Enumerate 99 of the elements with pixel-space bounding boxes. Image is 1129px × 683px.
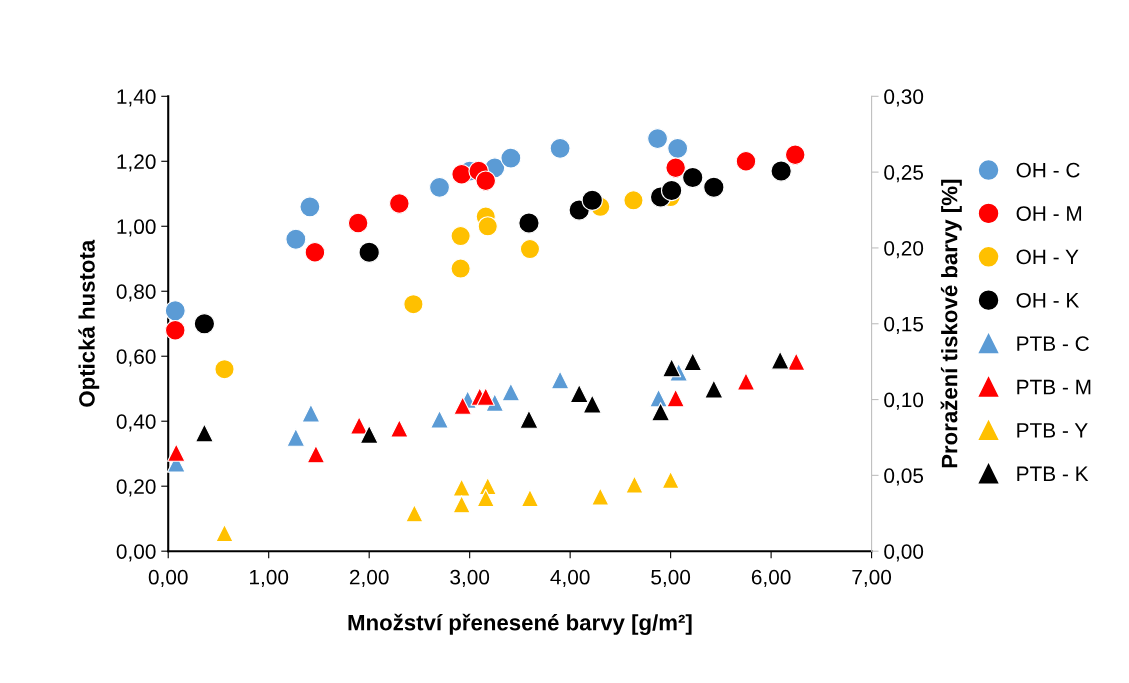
point bbox=[477, 216, 498, 237]
point bbox=[520, 489, 540, 508]
point bbox=[306, 444, 326, 464]
point bbox=[403, 294, 424, 315]
y2-tick-label: 0,00 bbox=[884, 544, 924, 562]
point bbox=[429, 176, 451, 198]
y2-axis-title: Proražení tiskové barvy [%] bbox=[940, 179, 962, 468]
y2-tick-label: 0,25 bbox=[884, 165, 924, 183]
y2-tick-label: 0,30 bbox=[884, 89, 924, 107]
point bbox=[662, 358, 682, 378]
y-tick-label: 1,20 bbox=[117, 154, 156, 172]
y2-tick-label: 0,10 bbox=[884, 392, 924, 410]
x-tick-label: 6,00 bbox=[751, 569, 791, 587]
point bbox=[452, 478, 471, 497]
y-axis-title: Optická hustota bbox=[78, 239, 100, 407]
point bbox=[667, 137, 689, 159]
point bbox=[682, 166, 704, 189]
x-tick-label: 0,00 bbox=[148, 569, 188, 587]
point bbox=[703, 176, 725, 198]
y2-tick-label: 0,15 bbox=[884, 316, 924, 334]
point bbox=[301, 403, 321, 423]
point bbox=[784, 144, 806, 166]
point bbox=[450, 225, 471, 247]
y-tick-label: 1,00 bbox=[117, 219, 156, 237]
y-tick-label: 0,40 bbox=[116, 414, 156, 432]
legend-label: PTB - C bbox=[1017, 336, 1089, 352]
legend-label: OH - M bbox=[1016, 206, 1082, 221]
point bbox=[519, 409, 539, 429]
point bbox=[665, 157, 686, 179]
point bbox=[550, 370, 570, 390]
point bbox=[683, 352, 703, 372]
x-tick-label: 2,00 bbox=[349, 569, 389, 587]
point bbox=[453, 396, 472, 415]
point bbox=[452, 495, 471, 514]
point bbox=[194, 423, 214, 443]
point bbox=[389, 193, 410, 214]
point bbox=[451, 163, 472, 185]
point bbox=[582, 394, 602, 414]
point bbox=[193, 313, 216, 335]
y-tick-label: 0,60 bbox=[116, 349, 156, 367]
point bbox=[349, 416, 369, 435]
point bbox=[450, 258, 471, 279]
point bbox=[164, 300, 186, 322]
y2-tick-label: 0,20 bbox=[884, 240, 924, 259]
point bbox=[625, 475, 644, 494]
y-tick-label: 0,20 bbox=[116, 479, 156, 497]
point bbox=[519, 238, 541, 260]
y2-tick-label: 0,05 bbox=[884, 468, 924, 486]
x-tick-label: 5,00 bbox=[651, 569, 691, 587]
point bbox=[164, 319, 186, 341]
point bbox=[786, 352, 806, 371]
point bbox=[476, 489, 495, 508]
point bbox=[661, 470, 680, 489]
point bbox=[285, 228, 307, 250]
point bbox=[735, 150, 757, 172]
point bbox=[651, 402, 671, 422]
point bbox=[623, 190, 644, 211]
point bbox=[215, 523, 234, 543]
point bbox=[770, 350, 790, 370]
point bbox=[358, 241, 380, 263]
point bbox=[347, 212, 369, 234]
x-tick-label: 4,00 bbox=[550, 569, 590, 587]
point bbox=[591, 487, 610, 506]
legend-label: PTB - K bbox=[1017, 466, 1089, 481]
point bbox=[501, 382, 521, 402]
point bbox=[430, 409, 449, 429]
point bbox=[500, 147, 522, 169]
legend-label: OH - C bbox=[1016, 162, 1080, 178]
legend-label: OH - K bbox=[1016, 292, 1080, 308]
point bbox=[647, 128, 669, 150]
point bbox=[476, 387, 495, 406]
point bbox=[704, 379, 724, 399]
y-tick-label: 0,00 bbox=[116, 544, 156, 562]
x-tick-label: 3,00 bbox=[450, 569, 490, 587]
x-axis-title: Množství přenesené barvy [g/m²] bbox=[348, 613, 692, 635]
legend-label: OH - Y bbox=[1016, 249, 1079, 265]
point bbox=[286, 428, 306, 447]
point bbox=[518, 212, 540, 234]
point bbox=[736, 372, 756, 391]
y-tick-label: 0,80 bbox=[116, 284, 156, 302]
point bbox=[569, 383, 589, 404]
x-tick-label: 7,00 bbox=[852, 569, 892, 587]
point bbox=[359, 424, 379, 444]
x-tick-label: 1,00 bbox=[250, 569, 289, 587]
point bbox=[299, 196, 321, 218]
point bbox=[581, 189, 603, 211]
point bbox=[666, 388, 685, 408]
point bbox=[660, 179, 683, 202]
legend-label: PTB - Y bbox=[1017, 423, 1088, 438]
point bbox=[405, 504, 424, 523]
point bbox=[770, 160, 792, 182]
point bbox=[214, 359, 235, 380]
point bbox=[167, 443, 186, 462]
point bbox=[304, 241, 326, 263]
point bbox=[475, 170, 497, 192]
y-tick-label: 1,40 bbox=[117, 89, 156, 107]
legend-label: PTB - M bbox=[1017, 379, 1091, 395]
point bbox=[390, 419, 409, 438]
point bbox=[549, 137, 571, 159]
